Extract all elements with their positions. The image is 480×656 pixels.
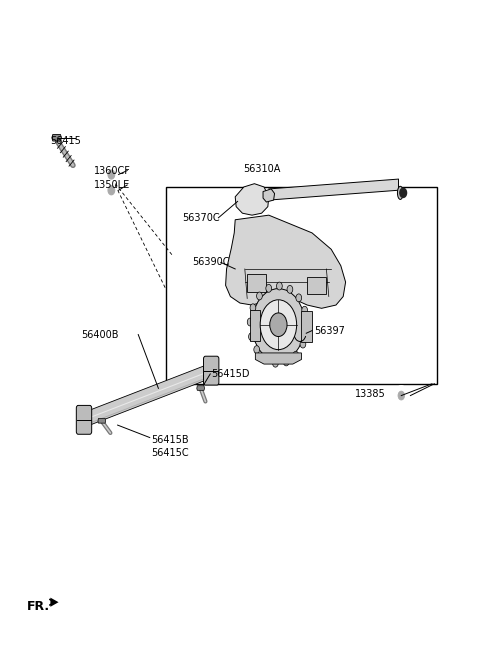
Text: 56310A: 56310A: [243, 164, 280, 174]
Circle shape: [304, 321, 310, 329]
Circle shape: [283, 358, 289, 366]
Circle shape: [108, 186, 115, 195]
Circle shape: [257, 292, 263, 300]
Circle shape: [270, 313, 287, 337]
Text: 56415D: 56415D: [211, 369, 250, 379]
Circle shape: [252, 289, 305, 361]
Bar: [307, 277, 326, 294]
Text: 1360CF: 1360CF: [94, 165, 131, 176]
Text: 1350LE: 1350LE: [94, 180, 130, 190]
Circle shape: [254, 346, 260, 354]
Bar: [166, 187, 437, 384]
FancyBboxPatch shape: [76, 405, 92, 434]
Circle shape: [249, 333, 254, 340]
Circle shape: [276, 282, 282, 290]
Circle shape: [394, 386, 408, 405]
Text: 56415B: 56415B: [151, 434, 189, 445]
Circle shape: [303, 326, 309, 334]
Circle shape: [400, 188, 407, 197]
Circle shape: [262, 355, 268, 363]
Polygon shape: [50, 598, 59, 607]
Circle shape: [273, 359, 278, 367]
Polygon shape: [255, 353, 301, 364]
Bar: [301, 311, 312, 342]
Text: 56415: 56415: [50, 136, 81, 146]
Circle shape: [398, 391, 405, 400]
Polygon shape: [197, 386, 204, 390]
Text: 56400B: 56400B: [82, 329, 119, 340]
Circle shape: [104, 164, 119, 185]
Circle shape: [260, 300, 297, 350]
Bar: [250, 310, 260, 341]
Circle shape: [293, 351, 299, 359]
Circle shape: [266, 285, 272, 293]
Circle shape: [250, 304, 256, 312]
Polygon shape: [98, 419, 106, 423]
Polygon shape: [226, 215, 346, 308]
Text: 56390C: 56390C: [192, 257, 229, 268]
Circle shape: [108, 170, 115, 179]
Polygon shape: [263, 189, 275, 202]
Polygon shape: [83, 363, 213, 427]
Text: 13385: 13385: [355, 388, 386, 399]
Circle shape: [247, 318, 253, 326]
Text: FR.: FR.: [26, 600, 49, 613]
Bar: [247, 274, 266, 292]
Circle shape: [287, 285, 293, 293]
Circle shape: [104, 180, 119, 201]
Polygon shape: [269, 179, 398, 200]
Text: 56370C: 56370C: [182, 213, 220, 223]
Circle shape: [300, 340, 306, 348]
Polygon shape: [235, 184, 269, 215]
FancyBboxPatch shape: [204, 356, 219, 385]
Text: 56397: 56397: [314, 325, 345, 336]
Text: 56415C: 56415C: [151, 447, 189, 458]
Circle shape: [296, 294, 301, 302]
Polygon shape: [52, 134, 61, 141]
Circle shape: [302, 306, 308, 314]
Ellipse shape: [397, 186, 403, 199]
